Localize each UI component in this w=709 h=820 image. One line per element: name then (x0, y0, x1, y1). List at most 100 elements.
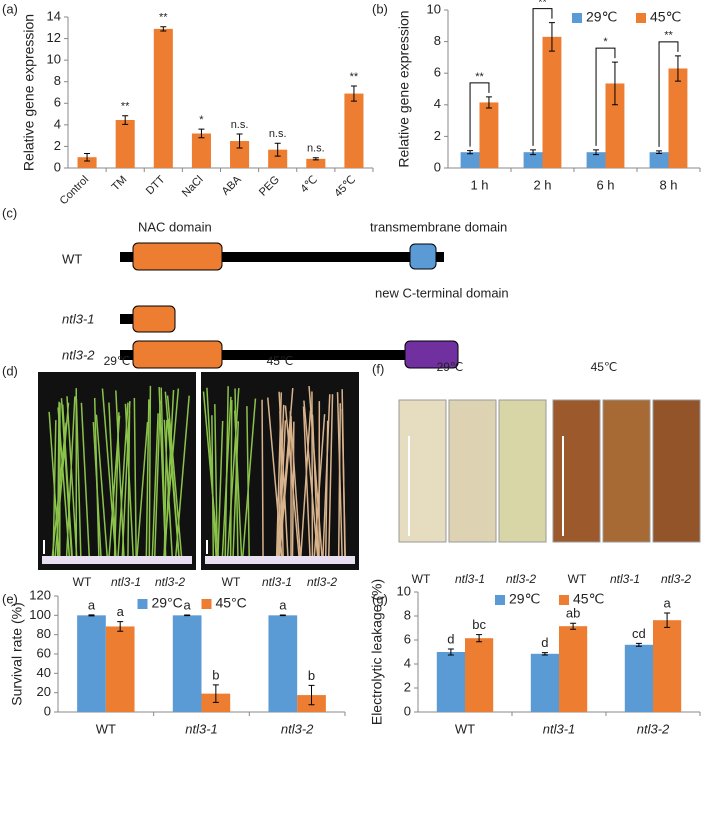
error-bar (611, 61, 618, 106)
error-bar (122, 115, 129, 125)
error-bar (467, 150, 474, 155)
tm-domain (409, 243, 437, 270)
x-tick-label: 8 h (659, 177, 677, 192)
seedling (60, 398, 73, 561)
error-bar (570, 622, 577, 630)
row-label: ntl3-1 (62, 311, 95, 326)
leaf-photo (498, 399, 547, 543)
seedling (75, 399, 82, 561)
bar (268, 149, 288, 168)
seedling (108, 402, 117, 561)
error-bar (308, 684, 315, 706)
seedling (101, 388, 117, 561)
y-tick-label: 8 (404, 607, 411, 622)
leaf-photo (398, 399, 447, 543)
error-bar (548, 22, 555, 52)
significance-letter: ab (566, 606, 580, 621)
condition-label: 45℃ (267, 354, 294, 368)
seedling (133, 397, 137, 561)
x-tick-label: 2 h (533, 177, 551, 192)
x-tick-label: ABA (220, 173, 245, 198)
significance-letter: d (541, 635, 548, 650)
error-bar (88, 614, 95, 617)
genotype-label: ntl3-1 (262, 575, 292, 589)
condition-label: 29℃ (437, 360, 464, 374)
y-tick-label: 6 (434, 65, 441, 80)
bar (586, 152, 606, 168)
error-bar (350, 85, 357, 102)
genotype-label: ntl3-1 (111, 575, 141, 589)
y-tick-label: 4 (434, 96, 441, 111)
genotype-label: WT (568, 572, 587, 586)
y-tick-label: 0 (44, 703, 51, 718)
bar (306, 158, 326, 168)
domain-label: NAC domain (138, 219, 212, 234)
seedling (327, 394, 334, 561)
protein-bar (120, 350, 410, 360)
y-axis-label: Relative gene expression (396, 10, 412, 167)
nac-domain (132, 242, 223, 271)
seedling (145, 399, 150, 561)
error-bar (656, 150, 663, 154)
significance-bracket (469, 82, 490, 147)
legend-label: 45°C (216, 595, 247, 611)
seedling (117, 402, 129, 561)
seedling (51, 422, 67, 561)
condition-label: 45℃ (591, 360, 618, 374)
condition-label: 29℃ (104, 354, 131, 368)
error-bar (447, 648, 454, 656)
seedling (108, 415, 121, 561)
bar (344, 93, 364, 168)
significance: ** (159, 12, 168, 24)
seedling (246, 406, 250, 561)
error-bar (212, 684, 219, 703)
x-tick-label: NaCl (180, 174, 206, 200)
significance: n.s. (269, 128, 287, 140)
significance-letter: a (279, 597, 287, 612)
seedling (167, 418, 180, 561)
error-bar (674, 55, 681, 82)
significance: * (603, 36, 608, 48)
y-tick-label: 120 (29, 587, 51, 602)
x-tick-label: WT (96, 721, 116, 736)
bar (230, 141, 250, 168)
significance-letter: a (184, 597, 192, 612)
y-tick-label: 10 (427, 1, 441, 16)
seedling (337, 403, 342, 561)
nac-domain (132, 340, 223, 369)
tray (42, 556, 192, 564)
domain-label: transmembrane domain (370, 219, 507, 234)
error-bar (635, 642, 642, 647)
genotype-label: ntl3-2 (506, 572, 536, 586)
bar (668, 68, 688, 168)
genotype-label: WT (412, 572, 431, 586)
significance: n.s. (231, 119, 249, 131)
x-tick-label: ntl3-2 (637, 721, 670, 736)
significance-letter: a (663, 595, 671, 610)
x-tick-label: ntl3-1 (185, 721, 218, 736)
legend-swatch (495, 595, 505, 605)
y-axis-label: Survival rate (%) (9, 602, 25, 705)
significance: ** (538, 0, 547, 9)
legend-label: 29℃ (509, 591, 540, 607)
bar (77, 157, 97, 168)
error-bar (198, 128, 205, 139)
seedling (308, 386, 323, 561)
panel-label: (b) (372, 1, 388, 16)
seedling (135, 422, 149, 561)
bar (624, 644, 653, 712)
error-bar (485, 96, 492, 109)
bar (530, 653, 559, 712)
panel-label: (d) (2, 363, 18, 378)
y-tick-label: 20 (37, 684, 51, 699)
seedling (241, 398, 257, 561)
x-tick-label: PEG (257, 174, 282, 199)
leaf-photos (398, 399, 701, 543)
seedling (217, 420, 224, 561)
x-tick-label: DTT (144, 173, 168, 197)
y-tick-label: 100 (29, 607, 51, 622)
seedling (284, 405, 301, 561)
significance-letter: bc (472, 617, 486, 632)
leaf-photo (448, 399, 497, 543)
